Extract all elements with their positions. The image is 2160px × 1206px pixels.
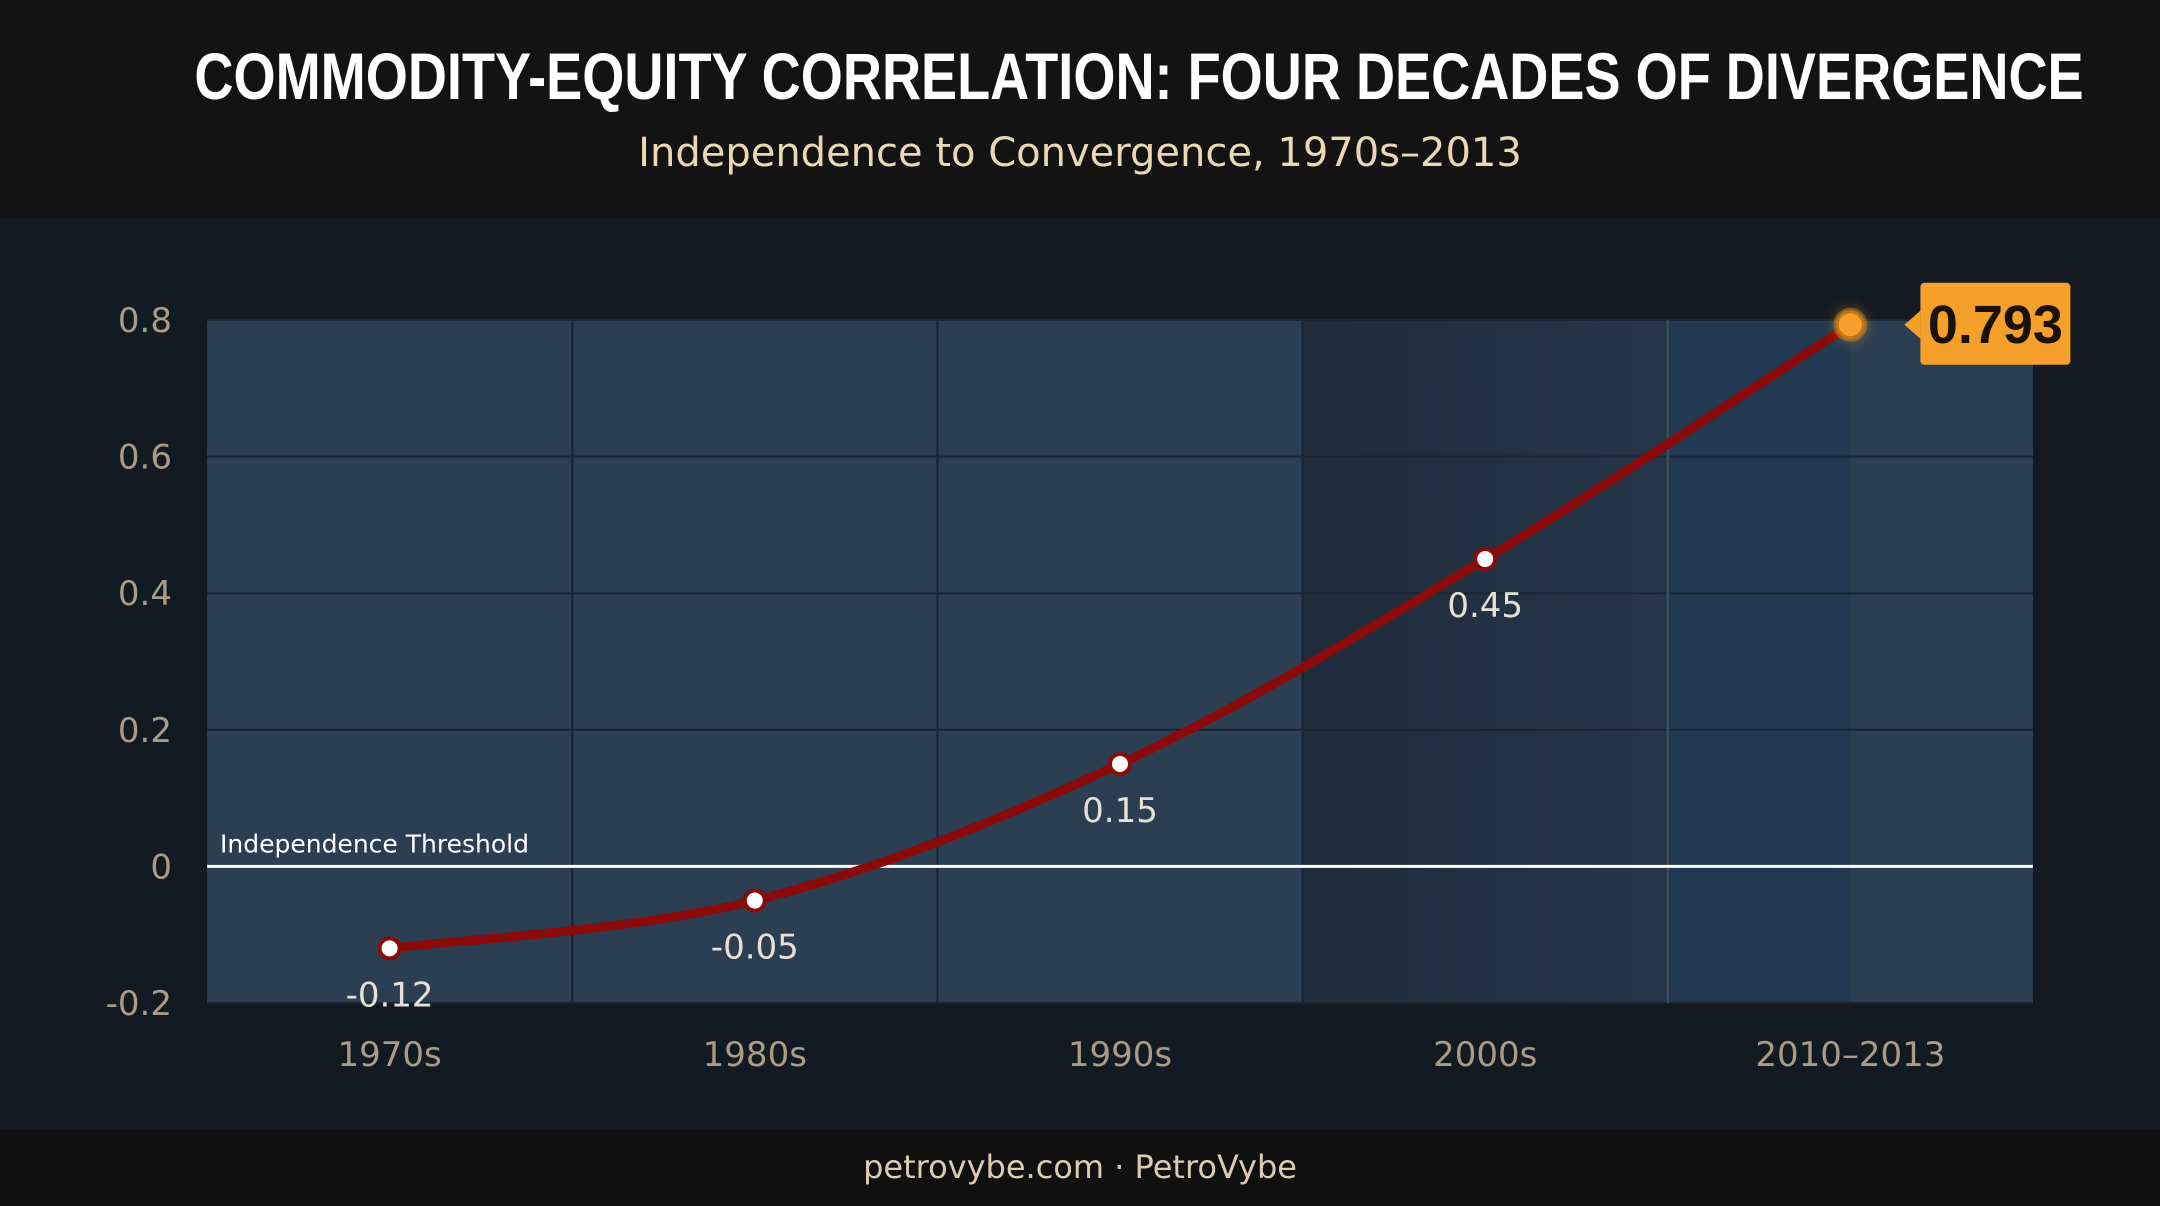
- x-tick-label: 2010–2013: [1755, 1035, 1945, 1075]
- x-tick-label: 1990s: [1068, 1035, 1172, 1075]
- data-point: [742, 888, 767, 913]
- data-points: [377, 307, 1868, 961]
- threshold-label: Independence Threshold: [220, 829, 529, 858]
- data-label: -0.12: [346, 975, 434, 1015]
- y-tick-label: 0: [150, 847, 172, 887]
- x-axis-ticks: 1970s 1980s 1990s 2000s 2010–2013: [337, 1035, 1945, 1075]
- y-tick-label: 0.8: [118, 301, 172, 341]
- value-callout: 0.793: [1904, 282, 2071, 365]
- data-point: [377, 936, 402, 961]
- footer-bar: [0, 1130, 2160, 1206]
- x-tick-label: 1980s: [703, 1035, 807, 1075]
- chart-title: COMMODITY-EQUITY CORRELATION: FOUR DECAD…: [194, 39, 2084, 113]
- callout-box: [1920, 282, 2071, 365]
- grid-lines: [207, 319, 2033, 1004]
- highlight-band-2010s: [1667, 320, 1851, 1003]
- header-bar: [0, 0, 2160, 218]
- data-label: 0.15: [1082, 791, 1158, 831]
- data-labels: -0.12 -0.05 0.15 0.45: [346, 586, 1523, 1015]
- chart-subtitle: Independence to Convergence, 1970s–2013: [638, 130, 1522, 176]
- x-tick-label: 2000s: [1433, 1035, 1537, 1075]
- highlight-band-2000s: [1302, 320, 1668, 1003]
- y-axis-ticks: -0.2 0 0.2 0.4 0.6 0.8: [106, 301, 172, 1024]
- y-tick-label: 0.6: [118, 438, 172, 478]
- y-tick-label: 0.2: [118, 711, 172, 751]
- data-point-highlight: [1835, 310, 1865, 340]
- footer-credit: petrovybe.com · PetroVybe: [863, 1148, 1297, 1186]
- data-label: 0.45: [1447, 586, 1523, 626]
- y-tick-label: 0.4: [118, 574, 172, 614]
- y-tick-label: -0.2: [106, 984, 172, 1024]
- data-point: [1108, 751, 1132, 776]
- x-tick-label: 1970s: [337, 1035, 441, 1075]
- callout-value: 0.793: [1928, 295, 2063, 355]
- callout-pointer: [1904, 310, 1921, 339]
- data-point: [1473, 547, 1498, 572]
- data-label: -0.05: [711, 928, 799, 968]
